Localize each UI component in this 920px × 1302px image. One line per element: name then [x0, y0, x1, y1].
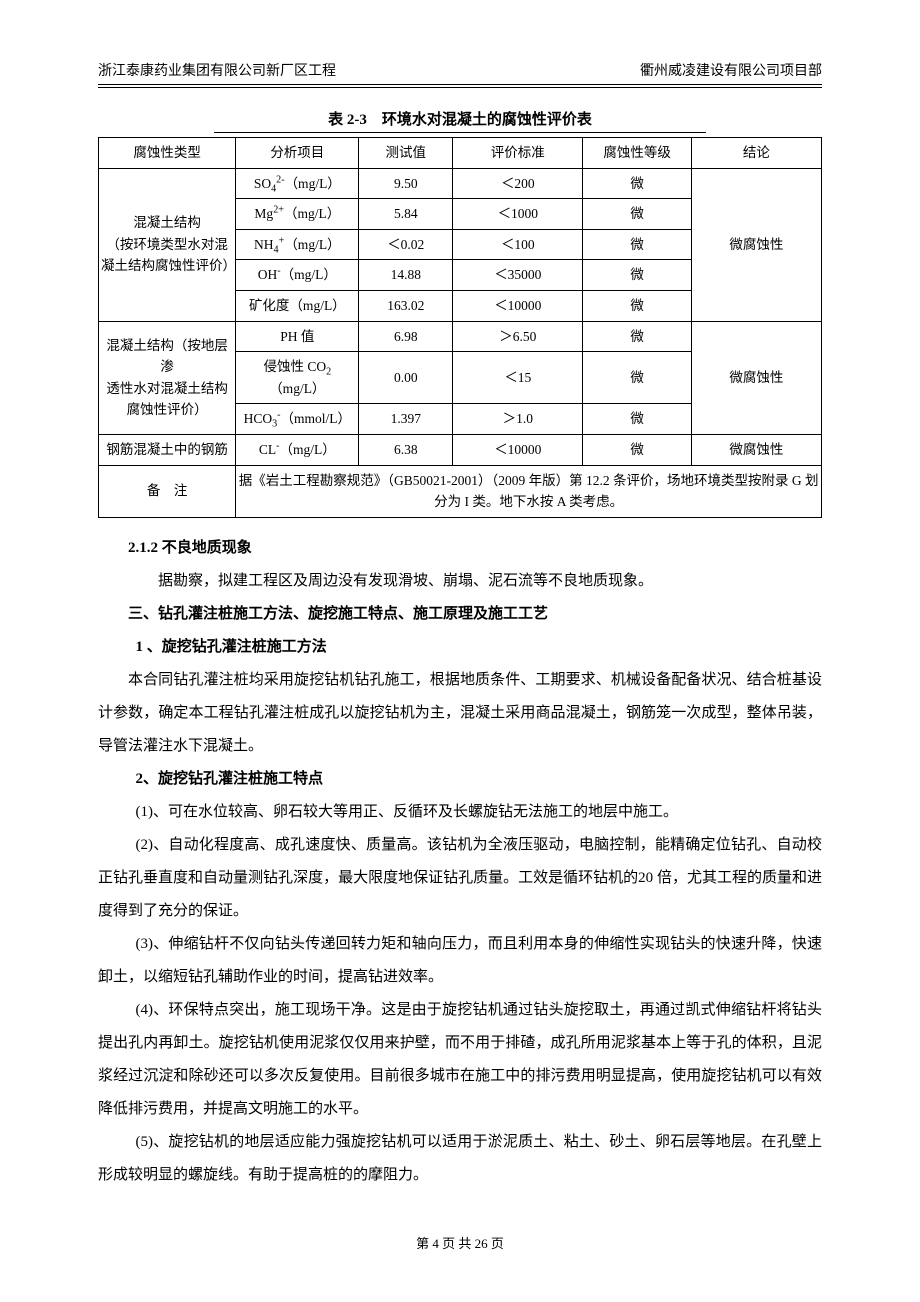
cell-std: ＜10000 — [453, 434, 583, 465]
page-header: 浙江泰康药业集团有限公司新厂区工程 衢州威凌建设有限公司项目部 — [98, 60, 822, 85]
cell-std: ＜10000 — [453, 290, 583, 321]
cell-item: SO42-（mg/L） — [236, 168, 359, 199]
cell-grade: 微 — [583, 434, 691, 465]
item-4: (4)、环保特点突出，施工现场干净。这是由于旋挖钻机通过钻头旋挖取土，再通过凯式… — [98, 994, 822, 1126]
table-row: 混凝土结构 （按环境类型水对混 凝土结构腐蚀性评价）SO42-（mg/L）9.5… — [99, 168, 822, 199]
cell-std: ＜100 — [453, 229, 583, 260]
cell-type: 混凝土结构（按地层渗 透性水对混凝土结构 腐蚀性评价） — [99, 321, 236, 434]
page: 浙江泰康药业集团有限公司新厂区工程 衢州威凌建设有限公司项目部 表 2-3 环境… — [0, 0, 920, 1302]
cell-std: ＜1000 — [453, 199, 583, 230]
cell-grade: 微 — [583, 352, 691, 404]
cell-std: ＜200 — [453, 168, 583, 199]
cell-value: 14.88 — [359, 260, 453, 291]
cell-item: Mg2+（mg/L） — [236, 199, 359, 230]
cell-type: 混凝土结构 （按环境类型水对混 凝土结构腐蚀性评价） — [99, 168, 236, 321]
col-std: 评价标准 — [453, 138, 583, 169]
cell-value: 6.98 — [359, 321, 453, 352]
item-2: (2)、自动化程度高、成孔速度快、质量高。该钻机为全液压驱动，电脑控制，能精确定… — [98, 829, 822, 928]
item-1: (1)、可在水位较高、卵石较大等用正、反循环及长螺旋钻无法施工的地层中施工。 — [98, 796, 822, 829]
cell-value: ＜0.02 — [359, 229, 453, 260]
note-label: 备 注 — [99, 465, 236, 517]
cell-value: 5.84 — [359, 199, 453, 230]
corrosion-table: 腐蚀性类型 分析项目 测试值 评价标准 腐蚀性等级 结论 混凝土结构 （按环境类… — [98, 137, 822, 518]
cell-std: ＜35000 — [453, 260, 583, 291]
cell-grade: 微 — [583, 229, 691, 260]
cell-grade: 微 — [583, 321, 691, 352]
footer-suffix: 页 — [488, 1236, 504, 1251]
col-conclusion: 结论 — [691, 138, 821, 169]
cell-grade: 微 — [583, 168, 691, 199]
cell-conclusion: 微腐蚀性 — [691, 321, 821, 434]
cell-grade: 微 — [583, 290, 691, 321]
cell-value: 1.397 — [359, 404, 453, 435]
note-text: 据《岩土工程勘察规范》（GB50021-2001）（2009 年版）第 12.2… — [236, 465, 822, 517]
heading-3-1: 1 、旋挖钻孔灌注桩施工方法 — [98, 631, 822, 664]
cell-item: 矿化度（mg/L） — [236, 290, 359, 321]
table-row: 混凝土结构（按地层渗 透性水对混凝土结构 腐蚀性评价）PH 值6.98＞6.50… — [99, 321, 822, 352]
cell-value: 0.00 — [359, 352, 453, 404]
header-rule — [98, 87, 822, 88]
header-left: 浙江泰康药业集团有限公司新厂区工程 — [98, 60, 336, 80]
cell-item: PH 值 — [236, 321, 359, 352]
cell-grade: 微 — [583, 199, 691, 230]
cell-conclusion: 微腐蚀性 — [691, 168, 821, 321]
cell-item: 侵蚀性 CO2（mg/L） — [236, 352, 359, 404]
table-body: 混凝土结构 （按环境类型水对混 凝土结构腐蚀性评价）SO42-（mg/L）9.5… — [99, 168, 822, 517]
cell-std: ＞6.50 — [453, 321, 583, 352]
table-row: 钢筋混凝土中的钢筋CL-（mg/L）6.38＜10000微微腐蚀性 — [99, 434, 822, 465]
footer-prefix: 第 — [416, 1236, 432, 1251]
cell-grade: 微 — [583, 404, 691, 435]
header-right: 衢州威凌建设有限公司项目部 — [640, 60, 822, 80]
footer-total: 26 — [475, 1236, 488, 1251]
cell-item: HCO3-（mmol/L） — [236, 404, 359, 435]
heading-2-1-2: 2.1.2 不良地质现象 — [98, 532, 822, 565]
heading-3: 三、钻孔灌注桩施工方法、旋挖施工特点、施工原理及施工工艺 — [98, 598, 822, 631]
table-note-row: 备 注据《岩土工程勘察规范》（GB50021-2001）（2009 年版）第 1… — [99, 465, 822, 517]
para-2-1-2: 据勘察，拟建工程区及周边没有发现滑坡、崩塌、泥石流等不良地质现象。 — [98, 565, 822, 598]
para-3-1: 本合同钻孔灌注桩均采用旋挖钻机钻孔施工，根据地质条件、工期要求、机械设备配备状况… — [98, 664, 822, 763]
col-grade: 腐蚀性等级 — [583, 138, 691, 169]
cell-value: 163.02 — [359, 290, 453, 321]
cell-conclusion: 微腐蚀性 — [691, 434, 821, 465]
col-item: 分析项目 — [236, 138, 359, 169]
page-footer: 第 4 页 共 26 页 — [0, 1233, 920, 1252]
table-head: 腐蚀性类型 分析项目 测试值 评价标准 腐蚀性等级 结论 — [99, 138, 822, 169]
cell-value: 9.50 — [359, 168, 453, 199]
table-title: 表 2-3 环境水对混凝土的腐蚀性评价表 — [214, 108, 706, 133]
item-3: (3)、伸缩钻杆不仅向钻头传递回转力矩和轴向压力，而且利用本身的伸缩性实现钻头的… — [98, 928, 822, 994]
cell-std: ＞1.0 — [453, 404, 583, 435]
cell-type: 钢筋混凝土中的钢筋 — [99, 434, 236, 465]
cell-item: NH4+（mg/L） — [236, 229, 359, 260]
cell-item: OH-（mg/L） — [236, 260, 359, 291]
item-5: (5)、旋挖钻机的地层适应能力强旋挖钻机可以适用于淤泥质土、粘土、砂土、卵石层等… — [98, 1126, 822, 1192]
cell-item: CL-（mg/L） — [236, 434, 359, 465]
cell-value: 6.38 — [359, 434, 453, 465]
cell-std: ＜15 — [453, 352, 583, 404]
col-value: 测试值 — [359, 138, 453, 169]
heading-3-2: 2、旋挖钻孔灌注桩施工特点 — [98, 763, 822, 796]
col-type: 腐蚀性类型 — [99, 138, 236, 169]
footer-mid: 页 共 — [439, 1236, 475, 1251]
cell-grade: 微 — [583, 260, 691, 291]
content: 2.1.2 不良地质现象 据勘察，拟建工程区及周边没有发现滑坡、崩塌、泥石流等不… — [98, 532, 822, 1192]
